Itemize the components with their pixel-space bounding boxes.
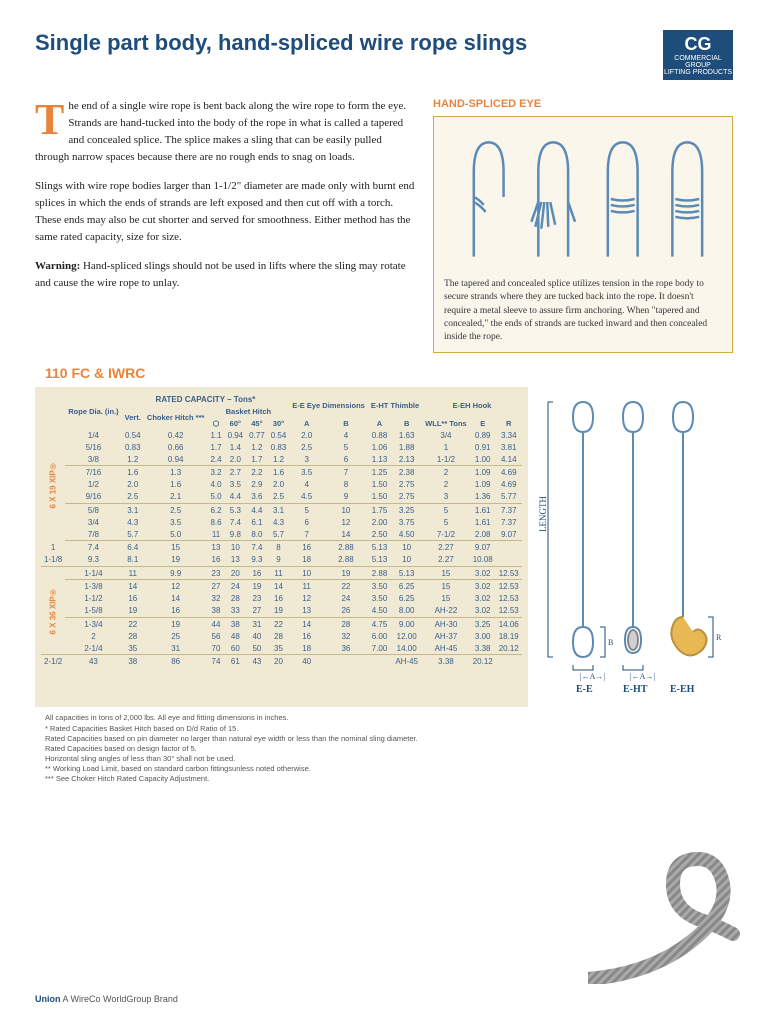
label-length: LENGTH [538,496,548,532]
body-text: The end of a single wire rope is bent ba… [35,98,415,353]
table-row: 1-1/89.38.11916139.39182.885.13102.2710.… [41,554,522,567]
svg-text:|←A→|: |←A→| [630,672,655,681]
label-a: |←A→| [580,672,605,681]
hdr-b2: B [391,417,422,429]
hdr-45: 45° [246,417,268,429]
logo-sub1: COMMERCIAL GROUP [663,55,733,69]
hdr-vert: Vert. [122,405,144,429]
logo: CG COMMERCIAL GROUP LIFTING PRODUCTS [663,30,733,80]
hdr-30: 30° [268,417,290,429]
table-row: 1/22.01.64.03.52.92.0481.502.7521.094.69 [41,479,522,491]
table-row: 7/85.75.0119.88.05.77142.504.507-1/22.08… [41,528,522,541]
hdr-60: 60° [225,417,247,429]
label-r: R [716,633,722,642]
page-title: Single part body, hand-spliced wire rope… [35,30,527,56]
warning-text: Hand-spliced slings should not be used i… [35,260,406,289]
table-row: 17.46.41513107.48162.885.13102.279.07 [41,542,522,554]
hdr-ee: E-E Eye Dimensions [289,393,368,417]
rope-photo [588,844,768,984]
footnotes: All capacities in tons of 2,000 lbs. All… [45,713,733,784]
table-row: 9/162.52.15.04.43.62.54.591.502.7531.365… [41,491,522,504]
section-title: 110 FC & IWRC [45,365,733,381]
table-row: 1-1/216143228231612243.506.25153.0212.53 [41,593,522,605]
hdr-e: E [470,417,496,429]
table-row: 2-1/24338867461432040AH-453.3820.12 [41,656,522,668]
hdr-rope: Rope Dia. (in.) [65,393,121,429]
hdr-a2: A [368,417,391,429]
table-row: 5/160.830.661.71.41.20.832.551.061.8810.… [41,441,522,453]
table-row: 6 X 19 XIP®1/40.540.421.10.940.770.542.0… [41,429,522,441]
table-row: 6 X 36 XIP®1-1/4119.92320161110192.885.1… [41,567,522,580]
footer: Union A WireCo WorldGroup Brand [35,994,178,1004]
label-ee: E-E [576,684,593,695]
hdr-b1: B [324,417,368,429]
para-2: Slings with wire rope bodies larger than… [35,178,415,246]
table-row: 228255648402816326.0012.00AH-373.0018.19 [41,630,522,642]
table-row: 3/81.20.942.42.01.71.2361.132.131-1/21.0… [41,453,522,466]
dropcap: T [35,98,68,138]
capacity-table: Rope Dia. (in.) RATED CAPACITY – Tons* E… [35,387,528,707]
table-row: 3/44.33.58.67.46.14.36122.003.7551.617.3… [41,516,522,528]
hdr-r: R [496,417,522,429]
para-1: he end of a single wire rope is bent bac… [35,100,406,163]
sling-diagram: LENGTH B R |←A→| |←A→| E-E E-HT E-EH [538,387,728,707]
diagram-box: The tapered and concealed splice utilize… [433,116,733,353]
label-b: B [608,638,613,647]
hdr-a1: A [289,417,324,429]
hdr-eht: E-HT Thimble [368,393,422,417]
hdr-wll: WLL** Tons [422,417,470,429]
warning-label: Warning: [35,260,80,272]
diagram-title: HAND-SPLICED EYE [433,98,733,110]
label-eeh: E-EH [670,684,695,695]
diagram-caption: The tapered and concealed splice utilize… [444,278,722,344]
table-row: 7/161.61.33.22.72.21.63.571.252.3821.094… [41,467,522,479]
hdr-eeh: E-EH Hook [422,393,522,417]
hdr-basket: Basket Hitch [207,405,289,417]
table-row: 1-3/814122724191411223.506.25153.0212.53 [41,581,522,593]
hdr-rated: RATED CAPACITY – Tons* [122,393,290,405]
label-eht: E-HT [623,684,648,695]
table-row: 5/83.12.56.25.34.43.15101.753.2551.617.3… [41,504,522,516]
logo-sub2: LIFTING PRODUCTS [664,69,732,76]
table-row: 1-3/422194438312214284.759.00AH-303.2514… [41,618,522,630]
hdr-choker: Choker Hitch *** [144,405,208,429]
splice-diagram [444,127,722,267]
table-row: 2-1/435317060503518367.0014.00AH-453.382… [41,642,522,655]
table-row: 1-5/819163833271913264.508.00AH-223.0212… [41,605,522,618]
logo-main: CG [685,34,712,55]
